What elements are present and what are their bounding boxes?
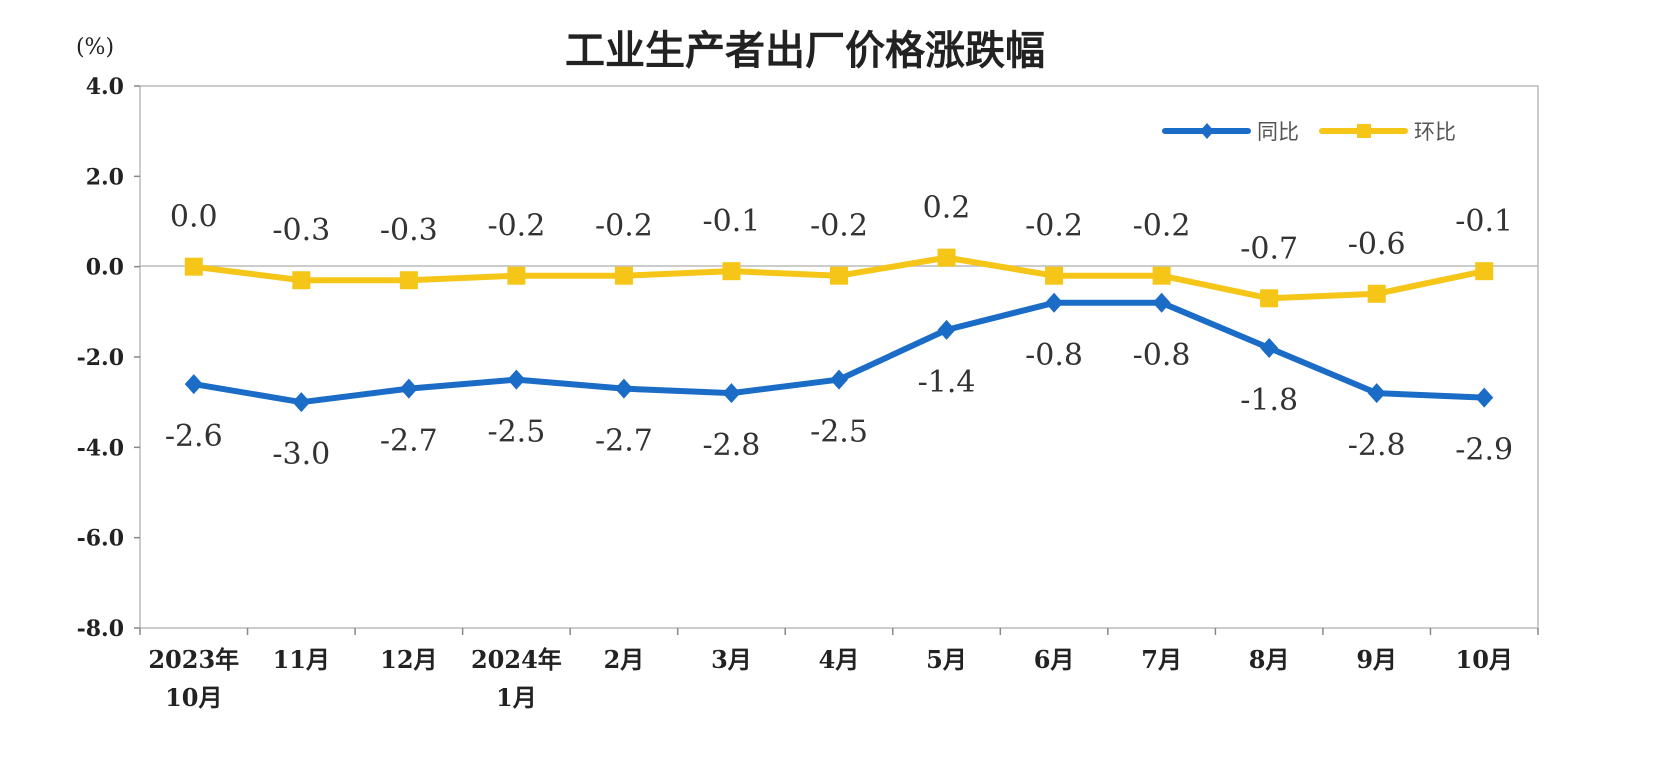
- legend-label: 环比: [1414, 120, 1456, 144]
- data-label: -1.4: [918, 365, 976, 400]
- data-point: [399, 271, 418, 290]
- data-label: -0.2: [595, 209, 653, 244]
- data-point: [1475, 262, 1494, 281]
- data-point: [292, 392, 311, 413]
- data-label: -0.1: [703, 204, 761, 239]
- series-group: -2.6 -3.0 -2.7 -2.5 -2.7 -2.8 -2.5 -1.4 -0.8 -0.8…: [165, 191, 1513, 473]
- x-tick-label: 8月: [1249, 645, 1290, 674]
- data-point: [722, 262, 741, 281]
- data-point: [1152, 266, 1171, 285]
- data-point: [830, 369, 848, 390]
- data-point: [937, 319, 956, 340]
- y-tick-label: 0.0: [86, 255, 124, 281]
- x-tick-label: 2月: [604, 645, 645, 674]
- data-point: [1260, 289, 1279, 308]
- x-tick-label: 3月: [711, 645, 752, 674]
- data-point: [1367, 284, 1386, 303]
- data-label: -3.0: [272, 437, 330, 472]
- x-tick-label: 10月: [1456, 645, 1513, 674]
- data-label: -0.8: [1133, 338, 1191, 373]
- legend: 同比 环比: [1162, 120, 1456, 144]
- legend-label: 同比: [1257, 120, 1299, 144]
- y-tick-label: 2.0: [86, 164, 124, 190]
- data-point: [1367, 383, 1386, 404]
- data-label: -2.7: [380, 424, 438, 459]
- data-label: -0.2: [1025, 209, 1083, 244]
- data-label: -0.2: [810, 209, 868, 244]
- x-tick-label: 5月: [926, 645, 967, 674]
- x-tick-label: 7月: [1141, 645, 1182, 674]
- data-point: [507, 266, 526, 285]
- data-label: -0.2: [1133, 209, 1191, 244]
- data-point: [1045, 266, 1064, 285]
- data-label: -0.3: [272, 213, 330, 248]
- legend-marker: [1357, 124, 1371, 138]
- x-tick-label: 6月: [1034, 645, 1075, 674]
- y-tick-label: -2.0: [77, 345, 124, 371]
- data-label: -2.8: [703, 428, 761, 463]
- data-label: -0.7: [1240, 231, 1298, 266]
- data-label: -2.5: [810, 415, 868, 450]
- data-label: -1.8: [1240, 383, 1298, 418]
- data-point: [1475, 387, 1494, 408]
- data-point: [399, 378, 418, 399]
- data-label: 0.0: [170, 200, 218, 235]
- y-tick-label: -4.0: [77, 435, 124, 461]
- data-point: [292, 271, 311, 290]
- data-label: -2.8: [1348, 428, 1406, 463]
- data-label: 0.2: [923, 191, 971, 226]
- x-tick-label: 10月: [165, 683, 222, 712]
- data-point: [722, 383, 741, 404]
- x-tick-label: 12月: [380, 645, 437, 674]
- x-tick-label: 2023年: [148, 645, 239, 674]
- data-label: -0.3: [380, 213, 438, 248]
- x-tick-label: 11月: [273, 645, 330, 674]
- y-tick-label: 4.0: [86, 74, 124, 100]
- data-label: -2.5: [487, 415, 545, 450]
- data-label: -2.9: [1455, 433, 1513, 468]
- data-point: [830, 266, 848, 285]
- x-tick-label: 1月: [496, 683, 537, 712]
- data-label: -0.8: [1025, 338, 1083, 373]
- data-point: [1260, 337, 1279, 358]
- data-point: [507, 369, 526, 390]
- y-axis-unit: (%): [76, 35, 114, 60]
- data-point: [614, 266, 633, 285]
- y-tick-label: -8.0: [77, 616, 124, 642]
- data-label: -0.2: [487, 209, 545, 244]
- y-axis: 4.0 2.0 0.0 -2.0 -4.0 -6.0 -8.0: [77, 74, 140, 642]
- x-tick-label: 9月: [1356, 645, 1397, 674]
- x-axis: 2023年 10月 11月 12月 2024年 1月 2月 3月 4月 5月 6月 7月 8月 9月 10月: [139, 628, 1539, 712]
- data-label: -2.7: [595, 424, 653, 459]
- legend-marker: [1200, 123, 1214, 139]
- series-yoy: -2.6 -3.0 -2.7 -2.5 -2.7 -2.8 -2.5 -1.4 -0.8 -0.8…: [165, 292, 1513, 472]
- data-label: -0.6: [1348, 227, 1406, 262]
- data-label: -0.1: [1455, 204, 1513, 239]
- series-mom: 0.0 -0.3 -0.3 -0.2 -0.2 -0.1 -0.2 0.2 -0.2 -0.2 -0…: [170, 191, 1513, 308]
- x-tick-label: 2024年: [471, 645, 562, 674]
- data-point: [184, 257, 203, 276]
- plot-area: [139, 85, 1539, 629]
- data-point: [1152, 292, 1171, 313]
- chart-title: 工业生产者出厂价格涨跌幅: [565, 28, 1045, 74]
- y-tick-label: -6.0: [77, 526, 124, 552]
- data-point: [937, 248, 956, 267]
- data-point: [614, 378, 633, 399]
- data-point: [1045, 292, 1064, 313]
- data-label: -2.6: [165, 419, 223, 454]
- data-point: [184, 374, 203, 395]
- x-tick-label: 4月: [819, 645, 860, 674]
